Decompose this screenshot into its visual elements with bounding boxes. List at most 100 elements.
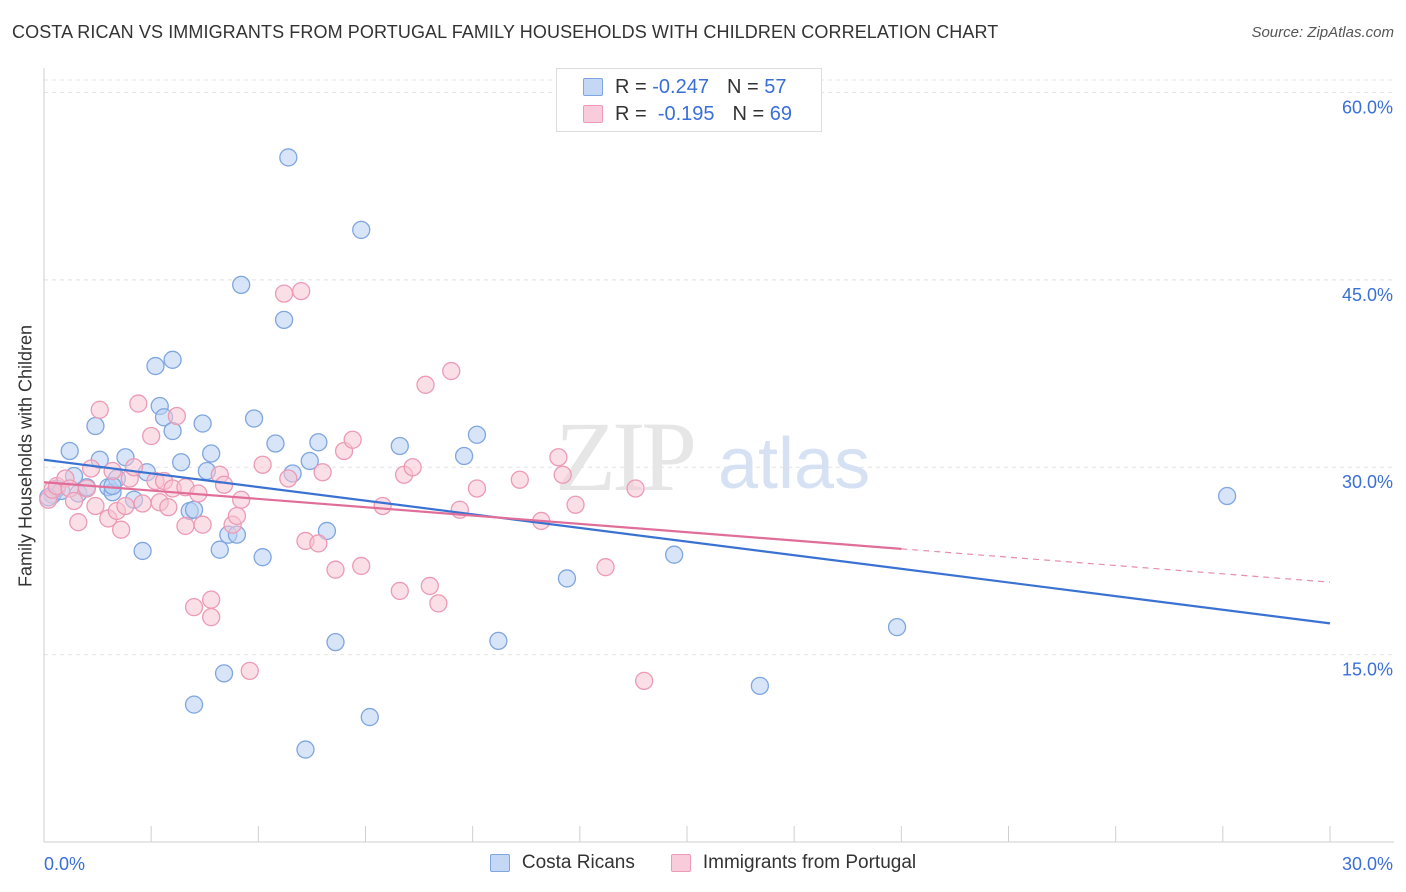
- data-point: [210, 540, 229, 559]
- data-point: [86, 416, 105, 436]
- watermark: ZIP atlas: [555, 401, 870, 512]
- data-point: [489, 631, 508, 651]
- data-point: [253, 455, 272, 474]
- data-point: [326, 632, 345, 652]
- data-point: [60, 441, 79, 461]
- data-point: [172, 453, 191, 472]
- correlation-legend: R = -0.247 N = 57 R = -0.195 N = 69: [556, 68, 822, 132]
- trend-line: [43, 481, 902, 550]
- data-point: [202, 590, 221, 609]
- data-point: [279, 469, 298, 488]
- data-point: [887, 617, 907, 637]
- data-point: [240, 661, 259, 681]
- data-point: [129, 394, 148, 413]
- data-point: [103, 461, 122, 481]
- data-point: [77, 479, 97, 498]
- legend-r-label: R =: [615, 75, 647, 98]
- data-point: [343, 430, 362, 449]
- legend-label: Immigrants from Portugal: [702, 852, 917, 873]
- data-point: [750, 676, 770, 696]
- legend-item-immigrants-portugal[interactable]: Immigrants from Portugal: [670, 852, 917, 874]
- data-point: [133, 494, 152, 513]
- data-point: [82, 459, 101, 478]
- data-point: [253, 548, 272, 567]
- axis-labels: 15.0% 30.0% 45.0% 60.0% 0.0% 30.0%: [44, 97, 1393, 874]
- data-point: [159, 498, 178, 517]
- y-axis-label: Family Households with Children: [15, 324, 36, 588]
- data-point: [193, 515, 212, 534]
- y-tick-label: 60.0%: [1342, 97, 1393, 117]
- data-point: [176, 516, 195, 536]
- watermark-zip: ZIP: [555, 401, 693, 512]
- data-point: [146, 356, 165, 376]
- data-point: [274, 284, 294, 303]
- watermark-atlas: atlas: [718, 424, 870, 504]
- data-point: [116, 496, 135, 516]
- legend-r-value: -0.195: [657, 102, 715, 125]
- data-point: [232, 490, 251, 509]
- data-point: [626, 479, 645, 498]
- data-point: [442, 361, 461, 381]
- data-point: [454, 446, 474, 466]
- data-point: [596, 558, 615, 577]
- x-tick-label: 30.0%: [1342, 854, 1393, 874]
- data-point: [390, 436, 409, 456]
- data-point: [326, 560, 345, 579]
- data-point: [403, 458, 422, 477]
- data-point: [390, 581, 409, 601]
- grid-lines: [44, 79, 1394, 656]
- legend-swatch-blue: [583, 78, 603, 96]
- data-point: [553, 465, 572, 484]
- data-point: [467, 479, 487, 498]
- data-point: [416, 375, 435, 394]
- data-point: [549, 448, 568, 467]
- data-point: [309, 534, 328, 553]
- x-tick-label: 0.0%: [44, 854, 85, 874]
- data-point: [214, 664, 234, 683]
- data-point: [163, 350, 182, 369]
- data-point: [360, 707, 379, 727]
- data-point: [313, 463, 332, 482]
- legend-n-label: N =: [726, 75, 759, 98]
- legend-label: Costa Ricans: [521, 852, 635, 873]
- data-point: [227, 506, 247, 526]
- data-point: [634, 671, 654, 691]
- legend-swatch-pink: [583, 105, 603, 123]
- legend-swatch-pink: [670, 854, 691, 872]
- data-point: [352, 556, 371, 576]
- data-point: [317, 521, 337, 541]
- y-tick-label: 30.0%: [1342, 472, 1393, 492]
- data-point: [214, 475, 234, 494]
- trend-line-projection: [901, 548, 1331, 583]
- data-point: [112, 520, 131, 539]
- data-point: [429, 594, 448, 613]
- data-point: [1217, 486, 1237, 506]
- data-point: [274, 310, 294, 329]
- data-point: [420, 576, 439, 596]
- data-point: [193, 414, 212, 433]
- legend-item-costa-ricans[interactable]: Costa Ricans: [489, 852, 635, 874]
- data-point: [296, 740, 315, 759]
- legend-n-label: N =: [732, 102, 765, 125]
- trend-lines: [43, 458, 1331, 625]
- legend-r-label: R =: [615, 102, 647, 125]
- data-point: [69, 513, 88, 532]
- data-point: [467, 425, 487, 444]
- data-point: [309, 433, 328, 452]
- y-tick-label: 15.0%: [1342, 660, 1393, 680]
- legend-row-costa-ricans: R = -0.247 N = 57: [583, 75, 786, 99]
- data-point: [557, 569, 577, 588]
- legend-r-value: -0.247: [652, 75, 709, 98]
- data-point: [133, 541, 152, 561]
- data-point: [244, 409, 264, 428]
- data-point: [184, 598, 204, 617]
- data-point: [510, 470, 529, 489]
- data-point: [124, 458, 144, 477]
- legend-row-immigrants-portugal: R = -0.195 N = 69: [583, 102, 792, 126]
- y-tick-label: 45.0%: [1342, 285, 1393, 305]
- data-point: [90, 400, 109, 419]
- data-point: [202, 444, 221, 463]
- data-point: [266, 434, 285, 453]
- data-point: [142, 426, 161, 446]
- data-point: [64, 491, 84, 511]
